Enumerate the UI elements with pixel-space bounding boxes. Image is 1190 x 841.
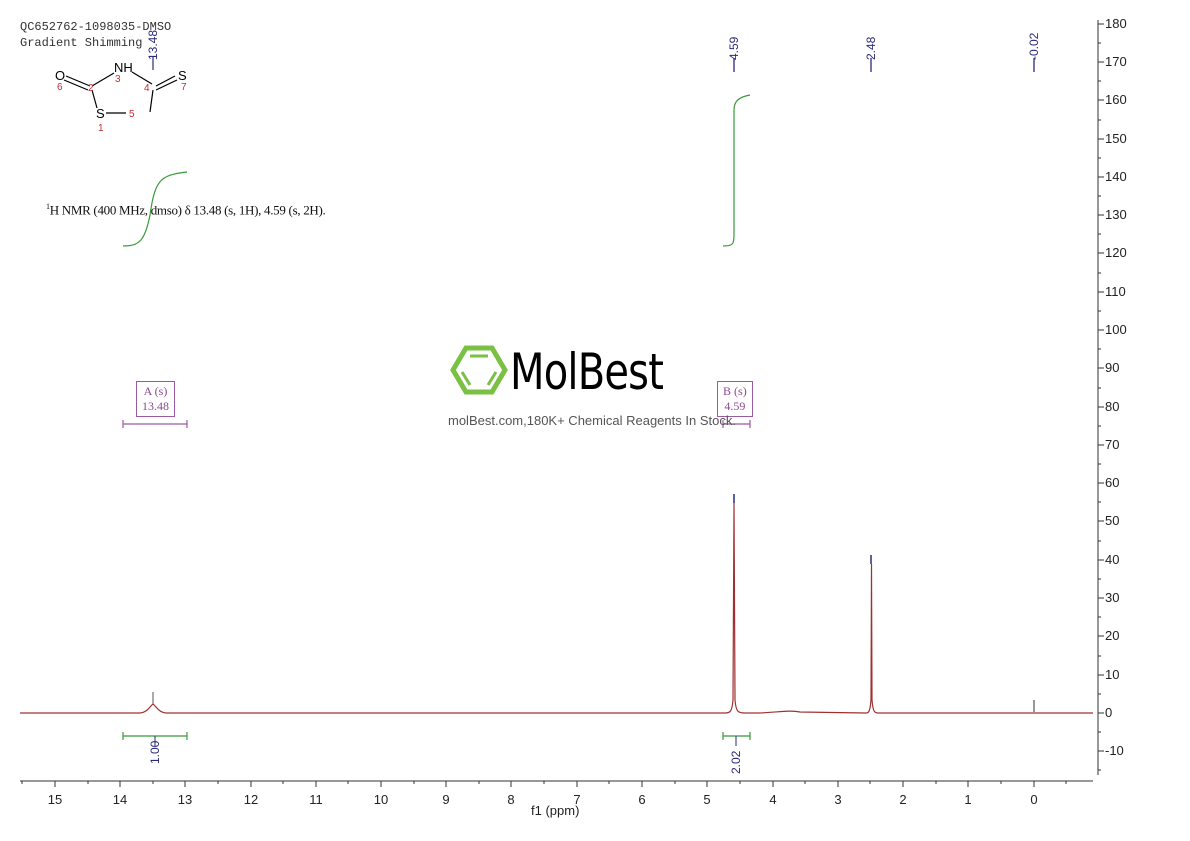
peak-label: 4.59 bbox=[727, 36, 741, 60]
x-tick-label: 15 bbox=[47, 792, 63, 807]
y-tick-label: -10 bbox=[1105, 743, 1124, 758]
x-tick-label: 8 bbox=[507, 792, 515, 807]
x-tick-label: 5 bbox=[703, 792, 711, 807]
x-tick-label: 11 bbox=[309, 792, 323, 807]
x-tick-label: 14 bbox=[112, 792, 128, 807]
peak-label: -0.02 bbox=[1027, 32, 1041, 60]
molbest-logo-icon bbox=[450, 345, 508, 395]
atom-s-ring: S bbox=[96, 106, 105, 121]
y-tick-label: 40 bbox=[1105, 552, 1120, 567]
summary-text: H NMR (400 MHz, dmso) δ 13.48 (s, 1H), 4… bbox=[49, 202, 326, 218]
x-tick-label: 1 bbox=[964, 792, 972, 807]
atom-o: O bbox=[55, 68, 65, 83]
brand-name: MolBest bbox=[510, 343, 664, 401]
y-tick-label: 50 bbox=[1105, 513, 1120, 528]
y-tick-label: 140 bbox=[1105, 169, 1127, 184]
x-axis-label: f1 (ppm) bbox=[531, 803, 580, 818]
atom-number: 7 bbox=[181, 82, 187, 93]
integral-value: 1.00 bbox=[148, 740, 162, 764]
x-tick-label: 6 bbox=[638, 792, 646, 807]
y-tick-label: 160 bbox=[1105, 92, 1127, 107]
integral-curve-b bbox=[722, 94, 751, 247]
x-tick-label: 10 bbox=[373, 792, 389, 807]
y-tick-label: 180 bbox=[1105, 16, 1127, 31]
x-tick-label: 12 bbox=[243, 792, 259, 807]
y-tick-label: 80 bbox=[1105, 399, 1120, 414]
y-tick-label: 130 bbox=[1105, 207, 1127, 222]
y-tick-label: 90 bbox=[1105, 360, 1120, 375]
y-tick-label: 10 bbox=[1105, 667, 1120, 682]
y-tick-label: 170 bbox=[1105, 54, 1127, 69]
y-tick-label: 110 bbox=[1105, 284, 1126, 299]
x-tick-label: 3 bbox=[834, 792, 842, 807]
peak-label: 13.48 bbox=[146, 29, 160, 60]
atom-number: 5 bbox=[129, 109, 135, 120]
x-axis bbox=[20, 780, 1093, 787]
y-tick-label: 30 bbox=[1105, 590, 1120, 605]
spectrum-trace bbox=[20, 502, 1093, 714]
superscript: 1 bbox=[46, 202, 50, 211]
atom-number: 2 bbox=[88, 83, 94, 94]
atom-number: 6 bbox=[57, 82, 63, 93]
atom-number: 1 bbox=[98, 123, 104, 134]
atom-number: 4 bbox=[144, 83, 150, 94]
multiplet-box-b: B (s) 4.59 bbox=[717, 381, 753, 417]
x-tick-label: 4 bbox=[769, 792, 777, 807]
y-axis bbox=[1097, 20, 1104, 775]
y-tick-label: 100 bbox=[1105, 322, 1127, 337]
y-tick-label: 20 bbox=[1105, 628, 1120, 643]
y-tick-label: 0 bbox=[1105, 705, 1113, 720]
nmr-summary: 1H NMR (400 MHz, dmso) δ 13.48 (s, 1H), … bbox=[46, 202, 326, 218]
multiplet-box-a: A (s) 13.48 bbox=[136, 381, 175, 417]
integral-value: 2.02 bbox=[729, 750, 743, 774]
x-tick-label: 13 bbox=[177, 792, 193, 807]
atom-number: 3 bbox=[115, 74, 121, 85]
y-tick-label: 120 bbox=[1105, 245, 1127, 260]
brand-tagline: molBest.com,180K+ Chemical Reagents In S… bbox=[448, 413, 736, 428]
atom-nh: NH bbox=[114, 60, 133, 75]
x-tick-label: 7 bbox=[573, 792, 581, 807]
x-tick-label: 9 bbox=[442, 792, 450, 807]
atom-s-thione: S bbox=[178, 68, 187, 83]
integral-curve-a bbox=[122, 171, 188, 247]
x-tick-label: 2 bbox=[899, 792, 907, 807]
y-tick-label: 150 bbox=[1105, 131, 1127, 146]
peak-label: 2.48 bbox=[864, 36, 878, 60]
x-tick-label: 0 bbox=[1030, 792, 1038, 807]
sample-id: QC652762-1098035-DMSO bbox=[20, 20, 172, 34]
y-tick-label: 60 bbox=[1105, 475, 1120, 490]
y-tick-label: 70 bbox=[1105, 437, 1120, 452]
method-label: Gradient Shimming bbox=[20, 36, 143, 50]
